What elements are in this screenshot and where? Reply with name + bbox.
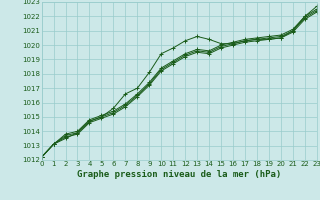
X-axis label: Graphe pression niveau de la mer (hPa): Graphe pression niveau de la mer (hPa) [77, 170, 281, 179]
